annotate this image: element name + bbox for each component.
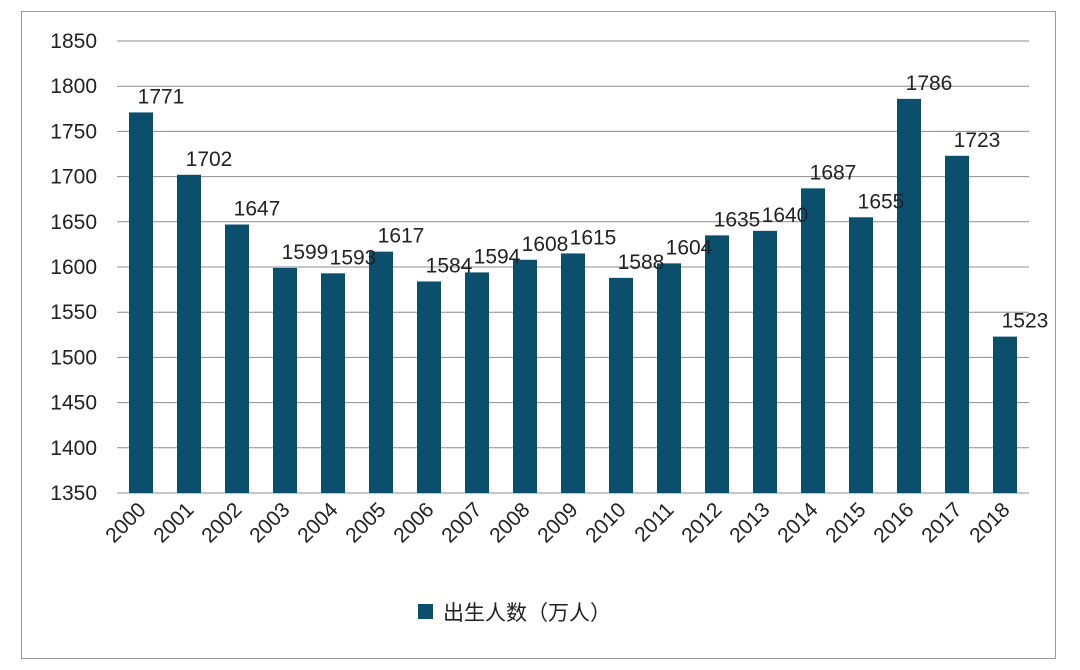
y-tick-label: 1700 bbox=[50, 166, 97, 189]
bar-2005 bbox=[369, 251, 393, 493]
legend: 出生人数（万人） bbox=[418, 602, 611, 625]
bar-2007 bbox=[465, 272, 489, 493]
bar-2012 bbox=[705, 235, 729, 494]
x-tick-label: 2015 bbox=[821, 498, 870, 547]
y-tick-label: 1400 bbox=[50, 437, 97, 460]
data-label-2010: 1588 bbox=[618, 251, 665, 274]
y-tick-label: 1500 bbox=[50, 346, 97, 369]
x-tick-label: 2007 bbox=[437, 498, 486, 547]
y-tick-label: 1350 bbox=[50, 482, 97, 505]
data-label-2000: 1771 bbox=[138, 85, 185, 108]
bar-2009 bbox=[561, 253, 585, 493]
y-tick-label: 1650 bbox=[50, 211, 97, 234]
data-label-2005: 1617 bbox=[378, 225, 425, 248]
x-tick-label: 2011 bbox=[630, 498, 678, 546]
x-tick-label: 2008 bbox=[485, 498, 534, 547]
data-label-2007: 1594 bbox=[474, 245, 521, 268]
data-label-2006: 1584 bbox=[426, 254, 473, 277]
data-label-2001: 1702 bbox=[186, 148, 233, 171]
bars bbox=[129, 98, 1017, 494]
x-tick-label: 2016 bbox=[869, 498, 918, 547]
bar-2003 bbox=[273, 267, 297, 493]
bar-2000 bbox=[129, 112, 153, 493]
y-axis: 1350 1400 1450 1500 1550 1600 1650 1700 1750 1800… bbox=[50, 30, 97, 505]
x-tick-label: 2001 bbox=[149, 498, 198, 547]
bar-2001 bbox=[177, 174, 201, 494]
x-tick-label: 2009 bbox=[533, 498, 582, 547]
data-label-2017: 1723 bbox=[954, 129, 1001, 152]
data-label-2013: 1640 bbox=[762, 204, 809, 227]
y-tick-label: 1450 bbox=[50, 392, 97, 415]
x-tick-label: 2004 bbox=[293, 498, 343, 548]
legend-label: 出生人数（万人） bbox=[443, 602, 611, 625]
data-label-2015: 1655 bbox=[858, 190, 905, 213]
data-label-2008: 1608 bbox=[522, 233, 569, 256]
x-tick-label: 2005 bbox=[341, 498, 390, 547]
y-tick-label: 1750 bbox=[50, 120, 97, 143]
bar-2008 bbox=[513, 259, 537, 493]
y-tick-label: 1550 bbox=[50, 301, 97, 324]
data-label-2003: 1599 bbox=[282, 241, 329, 264]
data-label-2016: 1786 bbox=[906, 72, 953, 95]
x-axis: 2000200120022003200420052006200720082009… bbox=[101, 498, 1014, 548]
gridlines bbox=[117, 40, 1029, 494]
y-tick-label: 1850 bbox=[50, 30, 97, 53]
bar-2010 bbox=[609, 277, 633, 493]
x-tick-label: 2018 bbox=[965, 498, 1014, 547]
bar-2015 bbox=[849, 217, 873, 493]
data-label-2004: 1593 bbox=[330, 246, 377, 269]
data-label-2011: 1604 bbox=[666, 236, 713, 259]
x-tick-label: 2006 bbox=[389, 498, 438, 547]
x-tick-label: 2012 bbox=[677, 498, 726, 547]
x-tick-label: 2010 bbox=[581, 498, 630, 547]
bar-2018 bbox=[993, 336, 1017, 493]
bar-2011 bbox=[657, 263, 681, 493]
x-tick-label: 2003 bbox=[245, 498, 294, 547]
x-tick-label: 2002 bbox=[197, 498, 246, 547]
bar-2002 bbox=[225, 224, 249, 493]
bar-2017 bbox=[945, 155, 969, 494]
bar-2004 bbox=[321, 273, 345, 493]
data-label-2012: 1635 bbox=[714, 208, 761, 231]
data-label-2002: 1647 bbox=[234, 198, 281, 221]
y-tick-label: 1800 bbox=[50, 75, 97, 98]
bar-2013 bbox=[753, 230, 777, 493]
bar-2006 bbox=[417, 281, 441, 493]
x-tick-label: 2017 bbox=[917, 498, 966, 547]
x-tick-label: 2014 bbox=[773, 498, 823, 548]
data-label-2009: 1615 bbox=[570, 226, 617, 249]
legend-swatch bbox=[418, 604, 433, 619]
data-label-2014: 1687 bbox=[810, 161, 857, 184]
x-tick-label: 2013 bbox=[725, 498, 774, 547]
bar-2016 bbox=[897, 98, 921, 493]
y-tick-label: 1600 bbox=[50, 256, 97, 279]
x-tick-label: 2000 bbox=[101, 498, 150, 547]
data-label-2018: 1523 bbox=[1002, 310, 1049, 333]
bar-2014 bbox=[801, 188, 825, 494]
